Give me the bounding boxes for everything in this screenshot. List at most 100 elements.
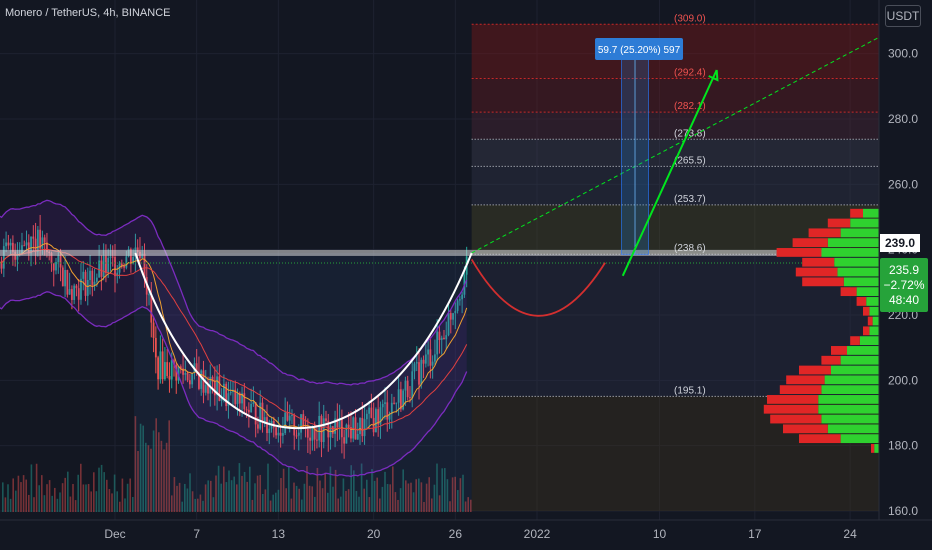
volume-bar bbox=[272, 494, 274, 512]
currency-badge[interactable]: USDT bbox=[885, 5, 921, 27]
candle bbox=[202, 360, 205, 404]
volume-bar bbox=[412, 492, 415, 512]
volume-profile-down bbox=[795, 267, 838, 277]
candle-body bbox=[55, 262, 57, 271]
volume-bar bbox=[407, 483, 410, 512]
candle-body bbox=[263, 417, 266, 423]
volume-bar bbox=[43, 495, 46, 512]
candle bbox=[427, 338, 429, 367]
cup-curve bbox=[134, 252, 473, 430]
volume-bar bbox=[467, 497, 469, 512]
candle-body bbox=[184, 372, 187, 375]
candle-body bbox=[195, 363, 198, 373]
volume-bar bbox=[184, 483, 186, 512]
y-tick-label: 260.0 bbox=[888, 177, 918, 191]
volume-bar bbox=[449, 501, 451, 512]
volume-bar bbox=[249, 466, 251, 512]
candle-body bbox=[154, 337, 157, 358]
volume-bar bbox=[295, 485, 298, 512]
candle bbox=[184, 360, 187, 381]
candle-body bbox=[109, 256, 112, 258]
volume-bar bbox=[35, 463, 38, 512]
volume-profile-down bbox=[821, 355, 841, 365]
fib-zone bbox=[471, 166, 879, 205]
candle-body bbox=[345, 424, 348, 444]
candle-body bbox=[381, 403, 384, 408]
candle-body bbox=[343, 437, 346, 444]
candle bbox=[379, 401, 382, 439]
candle bbox=[154, 326, 157, 374]
volume-bar bbox=[381, 486, 384, 512]
volume-bar bbox=[225, 482, 228, 512]
last-price-tag: 235.9 −2.72% 48:40 bbox=[880, 258, 928, 312]
candle-body bbox=[399, 389, 402, 410]
candle bbox=[116, 265, 119, 284]
candle-body bbox=[223, 383, 225, 398]
volume-bar bbox=[332, 486, 334, 512]
candle bbox=[234, 380, 237, 408]
volume-bar bbox=[470, 499, 472, 512]
candle-body bbox=[458, 299, 461, 301]
candle-body bbox=[73, 285, 76, 300]
volume-bar bbox=[178, 482, 181, 512]
candle-body bbox=[456, 300, 459, 311]
candle-body bbox=[186, 372, 189, 381]
volume-bar bbox=[280, 478, 282, 512]
volume-bar bbox=[464, 501, 467, 512]
candle bbox=[293, 413, 296, 450]
candle bbox=[68, 272, 71, 295]
candle-body bbox=[123, 265, 125, 268]
volume-bar bbox=[282, 468, 285, 512]
candle-body bbox=[59, 255, 62, 268]
candle-body bbox=[50, 253, 53, 264]
volume-profile-down bbox=[783, 424, 828, 434]
volume-bar bbox=[145, 442, 147, 512]
volume-bar bbox=[90, 491, 92, 512]
candle bbox=[102, 243, 105, 281]
candle-body bbox=[234, 389, 237, 405]
volume-bar bbox=[51, 495, 53, 512]
volume-profile-down bbox=[786, 375, 825, 385]
candle-body bbox=[241, 393, 243, 404]
volume-bar bbox=[54, 487, 56, 512]
candle-body bbox=[93, 281, 96, 286]
volume-bar bbox=[329, 466, 332, 512]
candle-body bbox=[347, 424, 350, 428]
candle-body bbox=[36, 229, 39, 252]
candle bbox=[443, 329, 445, 340]
volume-bar bbox=[376, 477, 378, 512]
volume-bar bbox=[22, 475, 25, 512]
candle bbox=[343, 429, 346, 459]
volume-bar bbox=[246, 481, 248, 512]
candle bbox=[27, 234, 30, 261]
volume-profile-up bbox=[866, 297, 879, 306]
candle bbox=[277, 417, 280, 443]
volume-bar bbox=[324, 472, 326, 512]
candle-body bbox=[202, 370, 205, 393]
candle-body bbox=[216, 376, 218, 396]
candle-body bbox=[170, 360, 173, 380]
candle bbox=[7, 234, 10, 250]
candle-body bbox=[427, 349, 429, 355]
candle bbox=[431, 355, 434, 379]
volume-bar bbox=[308, 485, 311, 512]
volume-bar bbox=[392, 466, 394, 512]
volume-profile-up bbox=[840, 434, 879, 444]
candle bbox=[159, 335, 162, 384]
volume-bar bbox=[67, 471, 69, 512]
volume-bar bbox=[334, 469, 337, 512]
bar-countdown: 48:40 bbox=[888, 292, 920, 307]
candle bbox=[363, 404, 366, 445]
volume-bar bbox=[444, 468, 446, 512]
volume-bar bbox=[163, 449, 165, 512]
candle bbox=[188, 373, 191, 389]
candle-body bbox=[268, 428, 271, 434]
candle-body bbox=[354, 417, 357, 440]
candle-body bbox=[352, 417, 355, 439]
candle-body bbox=[77, 288, 80, 300]
target-arrow bbox=[621, 69, 718, 277]
candle-body bbox=[161, 351, 164, 380]
candle-body bbox=[336, 418, 339, 428]
